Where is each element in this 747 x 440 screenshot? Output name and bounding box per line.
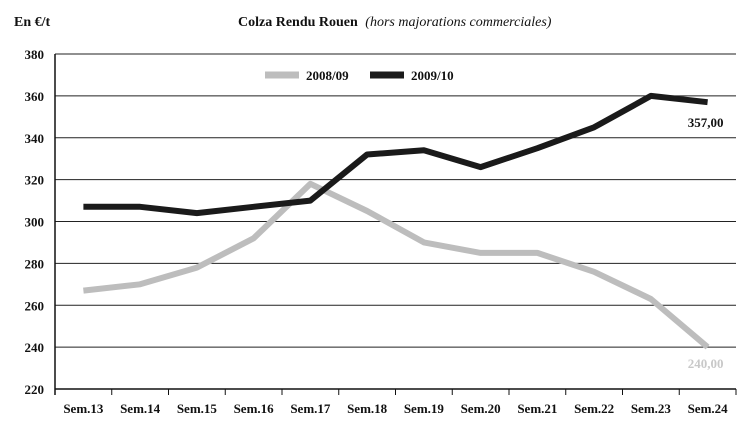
y-tick-label: 260 xyxy=(25,298,45,313)
x-tick-label: Sem.14 xyxy=(120,401,161,416)
chart-title: Colza Rendu Rouen (hors majorations comm… xyxy=(238,15,551,31)
y-axis-unit-label: En €/t xyxy=(14,15,51,30)
chart-title-main: Colza Rendu Rouen xyxy=(238,15,358,30)
series-line-2009-10 xyxy=(83,92,708,217)
x-tick-label: Sem.15 xyxy=(177,401,218,416)
end-value-label: 240,00 xyxy=(688,356,724,371)
y-tick-label: 360 xyxy=(25,89,45,104)
y-tick-label: 340 xyxy=(25,131,45,146)
x-tick-label: Sem.23 xyxy=(631,401,672,416)
x-tick-label: Sem.17 xyxy=(290,401,331,416)
x-tick-label: Sem.22 xyxy=(574,401,614,416)
series-line-2008-09 xyxy=(83,180,710,350)
x-tick-label: Sem.16 xyxy=(234,401,275,416)
y-tick-label: 220 xyxy=(25,382,45,397)
x-tick-label: Sem.21 xyxy=(517,401,557,416)
x-tick-label: Sem.24 xyxy=(688,401,729,416)
legend-label: 2009/10 xyxy=(411,68,454,83)
x-tick-label: Sem.19 xyxy=(404,401,445,416)
legend-label: 2008/09 xyxy=(306,68,349,83)
y-tick-label: 380 xyxy=(25,47,45,62)
y-tick-label: 300 xyxy=(25,215,45,230)
end-value-label: 357,00 xyxy=(688,115,724,130)
x-tick-label: Sem.13 xyxy=(63,401,104,416)
y-tick-label: 320 xyxy=(25,173,45,188)
x-tick-label: Sem.18 xyxy=(347,401,388,416)
y-tick-label: 280 xyxy=(25,256,45,271)
y-tick-label: 240 xyxy=(25,340,45,355)
x-tick-label: Sem.20 xyxy=(461,401,501,416)
chart-subtitle: (hors majorations commerciales) xyxy=(365,15,552,30)
